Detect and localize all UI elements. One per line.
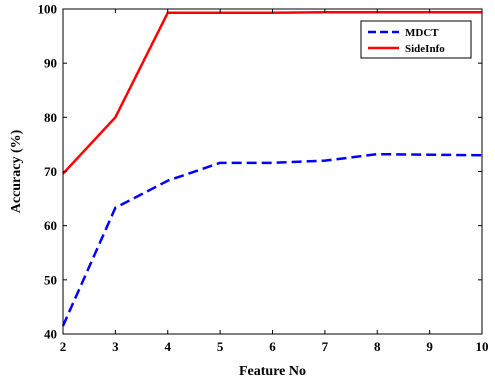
y-tick-label: 100 xyxy=(38,2,58,17)
y-tick-label: 90 xyxy=(44,56,57,71)
x-tick-label: 2 xyxy=(60,339,67,354)
y-tick-label: 40 xyxy=(44,327,57,342)
y-axis-label: Accuracy (%) xyxy=(9,129,24,213)
series-line-mdct xyxy=(61,152,483,327)
y-tick-label: 80 xyxy=(44,110,57,125)
x-tick-label: 9 xyxy=(426,339,433,354)
y-tick-label: 70 xyxy=(44,164,57,179)
y-tick-label: 60 xyxy=(44,218,57,233)
legend-box xyxy=(360,20,472,59)
x-tick-label: 8 xyxy=(374,339,381,354)
y-tick-label: 50 xyxy=(44,272,57,287)
x-tick-label: 5 xyxy=(217,339,224,354)
plot-area: 2 3 4 5 6 7 8 9 10 40 50 60 70 80 90 100 xyxy=(38,2,489,355)
x-tick-label: 7 xyxy=(322,339,329,354)
x-tick-label: 4 xyxy=(165,339,172,354)
x-tick-label: 6 xyxy=(269,339,276,354)
legend-label-sideinfo: SideInfo xyxy=(405,43,445,55)
x-axis-label: Feature No xyxy=(239,364,306,379)
legend-label-mdct: MDCT xyxy=(405,27,439,39)
legend: MDCT SideInfo xyxy=(360,20,472,59)
x-tick-label: 10 xyxy=(476,339,489,354)
x-tick-label: 3 xyxy=(112,339,119,354)
